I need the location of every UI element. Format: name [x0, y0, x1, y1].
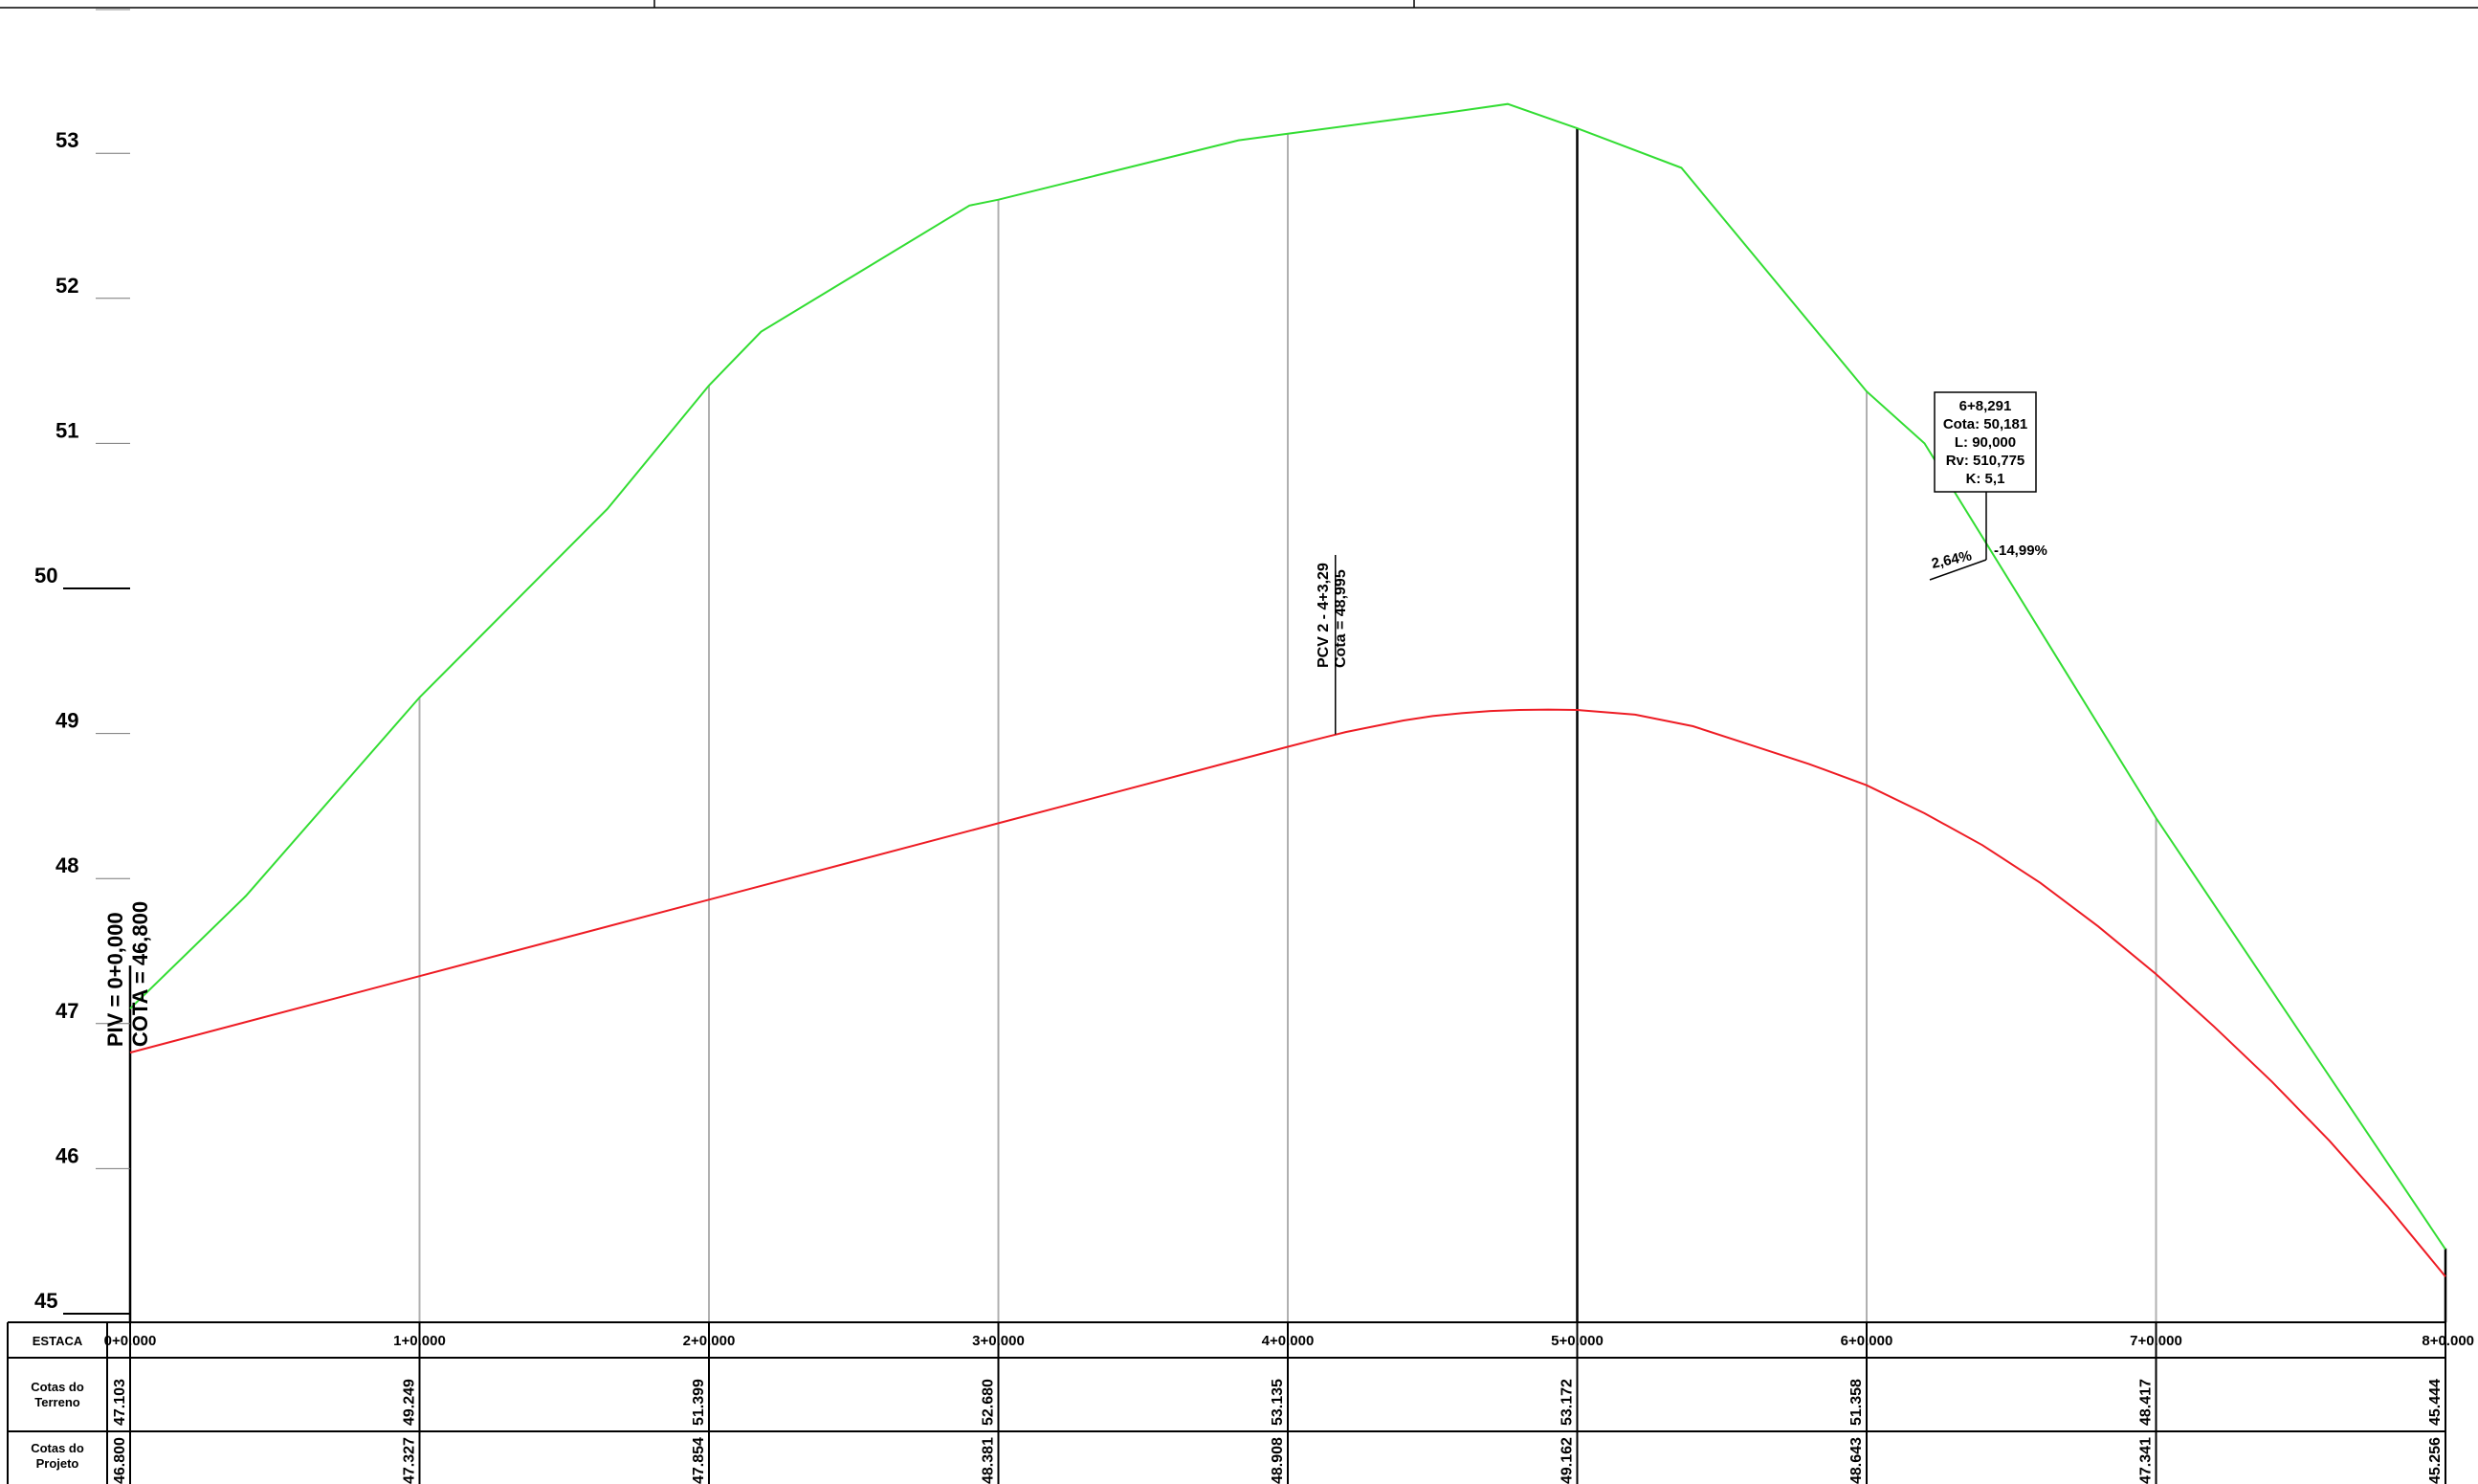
- y-tick-label: 47: [55, 999, 78, 1023]
- estaca-header: ESTACA: [33, 1334, 83, 1348]
- curve-data-line: 6+8,291: [1959, 398, 2012, 414]
- terreno-value: 52.680: [981, 1379, 997, 1426]
- terreno-value: 48.417: [2138, 1379, 2155, 1426]
- projeto-value: 48.381: [981, 1437, 997, 1484]
- projeto-value: 48.643: [1848, 1437, 1865, 1484]
- y-tick-label: 51: [55, 418, 78, 442]
- terreno-value: 47.103: [112, 1379, 128, 1426]
- piv-label: PIV = 0+0,000COTA = 46,800: [103, 901, 152, 1047]
- slope-out-label: -14,99%: [1994, 543, 2047, 559]
- y-tick-label: 45: [34, 1289, 57, 1313]
- curve-data-line: K: 5,1: [1966, 471, 2005, 487]
- station-label: 4+0.000: [1262, 1333, 1315, 1349]
- terreno-value: 45.444: [2427, 1379, 2444, 1426]
- station-gridlines: [128, 128, 2447, 1322]
- projeto-value: 48.908: [1270, 1437, 1286, 1484]
- projeto-value: 49.162: [1560, 1437, 1576, 1484]
- piv-elevation: COTA = 46,800: [128, 901, 152, 1047]
- terrain-line: [129, 102, 2446, 1251]
- pcv-station: PCV 2 - 4+3,29: [1316, 563, 1332, 668]
- y-tick-label: 50: [34, 564, 57, 587]
- terreno-header-l1: Cotas do: [31, 1380, 84, 1394]
- projeto-value: 47.341: [2138, 1437, 2155, 1484]
- projeto-value: 47.327: [402, 1437, 418, 1484]
- station-label: 8+0.000: [2422, 1333, 2474, 1349]
- curve-data-box: [1934, 391, 2037, 493]
- curve-data-line: Cota: 50,181: [1943, 416, 2027, 432]
- projeto-value: 45.256: [2427, 1437, 2444, 1484]
- y-tick-label: 49: [55, 709, 78, 733]
- station-label: 5+0.000: [1551, 1333, 1604, 1349]
- projeto-value: 46.800: [112, 1437, 128, 1484]
- terreno-header-l2: Terreno: [34, 1395, 79, 1409]
- y-tick-label: 52: [55, 274, 78, 298]
- station-label: 2+0.000: [683, 1333, 736, 1349]
- projeto-header-l1: Cotas do: [31, 1441, 84, 1455]
- station-label: 3+0.000: [972, 1333, 1025, 1349]
- profile-series: [129, 102, 2446, 1277]
- slope-in-label: 2,64%: [1930, 547, 1973, 571]
- y-tick-label: 48: [55, 853, 78, 877]
- curve-data-line: L: 90,000: [1955, 434, 2016, 451]
- drawing-frame: [0, 0, 2478, 11]
- pcv-label: PCV 2 - 4+3,29Cota = 48,995: [1316, 563, 1349, 668]
- station-label: 0+0.000: [104, 1333, 157, 1349]
- piv-station: PIV = 0+0,000: [103, 912, 127, 1047]
- y-tick-label: 46: [55, 1143, 78, 1167]
- curve-data-line: Rv: 510,775: [1946, 453, 2025, 469]
- terreno-value: 53.135: [1270, 1379, 1286, 1426]
- projeto-value: 47.854: [691, 1437, 707, 1484]
- projeto-header-l2: Projeto: [36, 1456, 79, 1471]
- terreno-value: 53.172: [1560, 1379, 1576, 1426]
- station-label: 1+0.000: [393, 1333, 446, 1349]
- annotations: PIV = 0+0,000COTA = 46,800 PCV 2 - 4+3,29…: [103, 391, 2047, 1047]
- pcv-elevation: Cota = 48,995: [1333, 569, 1349, 668]
- station-label: 6+0.000: [1841, 1333, 1893, 1349]
- terreno-value: 51.399: [691, 1379, 707, 1426]
- design-grade-line: [129, 708, 2446, 1277]
- terreno-value: 51.358: [1848, 1379, 1865, 1426]
- tangent-tick: [1929, 559, 1987, 581]
- y-tick-label: 53: [55, 128, 78, 152]
- station-label: 7+0.000: [2130, 1333, 2182, 1349]
- terreno-value: 49.249: [402, 1379, 418, 1426]
- elevation-axis: 53 52 51 50 49 48 47 46 45: [34, 128, 130, 1315]
